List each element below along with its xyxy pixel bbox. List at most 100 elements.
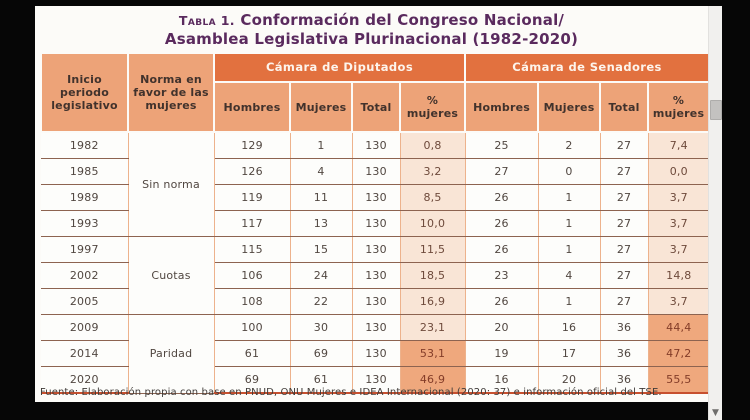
dip-total-cell: 130 [352,210,401,237]
table-row-2005: 2005 108 22 130 16,9 26 1 27 3,7 [41,288,710,315]
dip-mujeres-cell: 13 [290,210,353,237]
dip-total-cell: 130 [352,132,401,159]
dip-pct-cell: 10,0 [400,210,466,237]
sen-mujeres-cell: 20 [538,366,601,394]
dip-total-cell: 130 [352,366,401,394]
dip-mujeres-cell: 30 [290,314,353,341]
dip-pct-cell-highlighted: 53,1 [400,340,466,367]
scrollbar-thumb[interactable] [710,100,722,120]
header-sen-mujeres: Mujeres [537,81,602,133]
dip-total-cell: 130 [352,184,401,211]
header-dip-total: Total [351,81,401,133]
sen-pct-cell: 3,7 [648,288,710,315]
dip-mujeres-cell: 69 [290,340,353,367]
sen-pct-cell: 7,4 [648,132,710,159]
dip-hombres-cell: 69 [214,366,291,394]
dip-total-cell: 130 [352,158,401,185]
table-row-1982: 1982 Sin norma 129 1 130 0,8 25 2 27 7,4 [41,132,710,237]
sen-mujeres-cell: 17 [538,340,601,367]
sen-mujeres-cell: 2 [538,132,601,159]
table-title-line1: Tabla 1. Conformación del Congreso Nacio… [35,11,708,30]
dip-mujeres-cell: 61 [290,366,353,394]
sen-hombres-cell: 20 [465,314,539,341]
vertical-scrollbar[interactable]: ▼ [708,6,722,420]
table-title-text1: Conformación del Congreso Nacional/ [240,11,565,29]
sen-total-cell: 36 [600,314,649,341]
dip-hombres-cell: 119 [214,184,291,211]
sen-hombres-cell: 26 [465,236,539,263]
sen-hombres-cell: 25 [465,132,539,159]
table-title-line2: Asamblea Legislativa Plurinacional (1982… [164,30,579,48]
dip-mujeres-cell: 24 [290,262,353,289]
dip-mujeres-cell: 11 [290,184,353,211]
sen-mujeres-cell: 1 [538,184,601,211]
dip-total-cell: 130 [352,236,401,263]
dip-hombres-cell: 129 [214,132,291,159]
sen-hombres-cell: 26 [465,210,539,237]
table-row-1993: 1993 117 13 130 10,0 26 1 27 3,7 [41,210,710,237]
norma-group-paridad: Paridad [128,314,215,394]
table-row-1997: 1997 Cuotas 115 15 130 11,5 26 1 27 3,7 [41,236,710,315]
table-title: Tabla 1. Conformación del Congreso Nacio… [35,6,708,48]
sen-mujeres-cell: 1 [538,288,601,315]
sen-total-cell: 27 [600,262,649,289]
year-cell: 1982 [41,132,129,159]
congress-composition-table: Inicio periodo legislativo Norma en favo… [40,52,711,394]
dip-hombres-cell: 100 [214,314,291,341]
sen-hombres-cell: 26 [465,184,539,211]
dip-hombres-cell: 126 [214,158,291,185]
year-cell: 1997 [41,236,129,263]
scrollbar-down-icon[interactable]: ▼ [712,408,719,418]
source-note: Fuente: Elaboración propia con base en P… [40,387,662,398]
table-row-2002: 2002 106 24 130 18,5 23 4 27 14,8 [41,262,710,289]
dip-mujeres-cell: 15 [290,236,353,263]
year-cell: 1993 [41,210,129,237]
congress-table-wrapper: Inicio periodo legislativo Norma en favo… [40,52,711,394]
sen-hombres-cell: 23 [465,262,539,289]
sen-pct-cell-highlighted: 44,4 [648,314,710,341]
dip-pct-cell: 23,1 [400,314,466,341]
dip-hombres-cell: 115 [214,236,291,263]
sen-total-cell: 36 [600,366,649,394]
sen-total-cell: 27 [600,184,649,211]
year-cell: 2020 [41,366,129,394]
header-sen-hombres: Hombres [464,81,540,133]
table-row-2014: 2014 61 69 130 53,1 19 17 36 47,2 [41,340,710,367]
sen-pct-cell: 0,0 [648,158,710,185]
sen-hombres-cell: 16 [465,366,539,394]
sen-pct-cell: 14,8 [648,262,710,289]
header-dip-mujeres: Mujeres [289,81,353,133]
year-cell: 2005 [41,288,129,315]
dip-total-cell: 130 [352,314,401,341]
dip-mujeres-cell: 1 [290,132,353,159]
sen-pct-cell: 3,7 [648,236,710,263]
dip-total-cell: 130 [352,288,401,315]
dip-total-cell: 130 [352,340,401,367]
sen-mujeres-cell: 0 [538,158,601,185]
norma-group-sin-norma: Sin norma [128,132,215,237]
header-norma: Norma en favor de las mujeres [127,52,215,133]
dip-pct-cell: 11,5 [400,236,466,263]
dip-hombres-cell: 106 [214,262,291,289]
sen-hombres-cell: 26 [465,288,539,315]
sen-hombres-cell: 27 [465,158,539,185]
header-sub-row: Hombres Mujeres Total % mujeres Hombres … [41,81,711,133]
table-row-1985: 1985 126 4 130 3,2 27 0 27 0,0 [41,158,710,185]
norma-group-cuotas: Cuotas [128,236,215,315]
sen-total-cell: 27 [600,132,649,159]
header-sen-total: Total [599,81,650,133]
dip-hombres-cell: 117 [214,210,291,237]
table-row-2020: 2020 69 61 130 46,9 16 20 36 55,5 [41,366,710,394]
table-number-label: Tabla 1. [178,13,235,28]
dip-mujeres-cell: 22 [290,288,353,315]
dip-pct-cell: 16,9 [400,288,466,315]
dip-total-cell: 130 [352,262,401,289]
header-camara-diputados: Cámara de Diputados [212,52,467,83]
header-camara-senadores: Cámara de Senadores [464,52,711,83]
sen-mujeres-cell: 1 [538,210,601,237]
year-cell: 1985 [41,158,129,185]
dip-mujeres-cell: 4 [290,158,353,185]
sen-pct-cell: 3,7 [648,210,710,237]
dip-pct-cell: 3,2 [400,158,466,185]
sen-mujeres-cell: 16 [538,314,601,341]
